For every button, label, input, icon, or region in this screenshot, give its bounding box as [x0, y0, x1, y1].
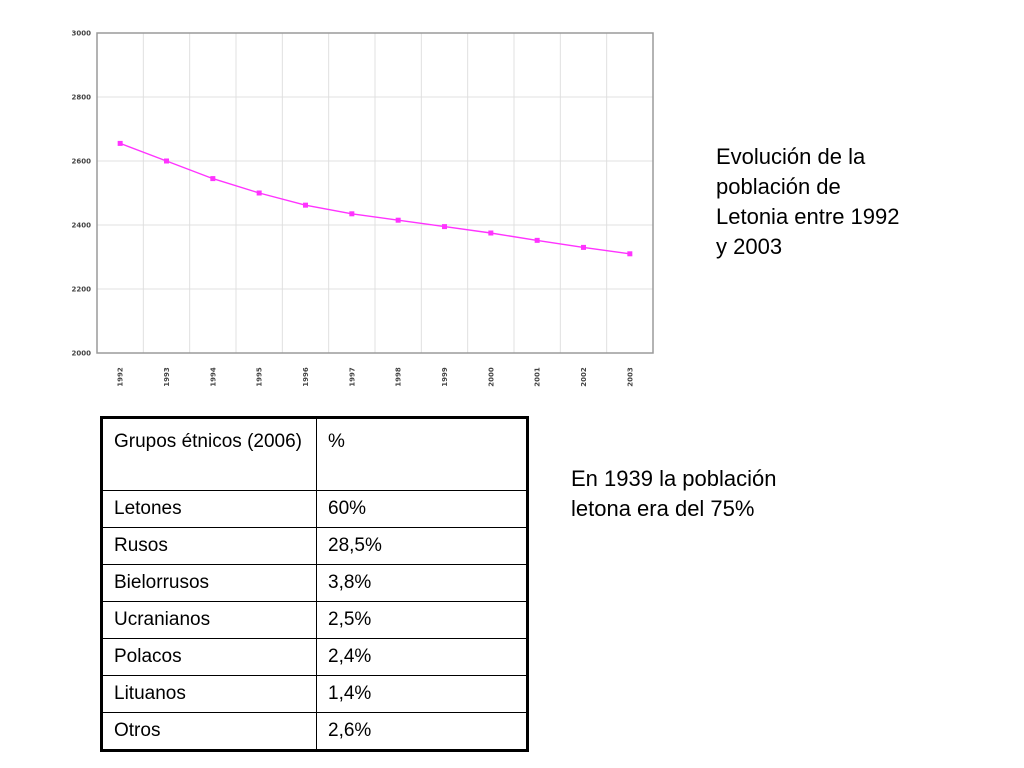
y-tick-label: 2600: [72, 158, 92, 166]
data-point: [164, 158, 169, 164]
population-line-chart: 2000 2200 2400 2600 2800 3000 1992 1993 1994 1995…: [72, 30, 654, 387]
table-cell-group: Lituanos: [101, 675, 317, 713]
table-cell-group: Bielorrusos: [101, 564, 317, 602]
y-tick-label: 2400: [72, 222, 92, 230]
table-header-row: Grupos étnicos (2006) %: [101, 417, 528, 491]
plot-frame: [96, 32, 654, 354]
data-point: [488, 230, 494, 236]
table-cell-percent: 3,8%: [316, 564, 528, 602]
data-point: [395, 217, 401, 223]
table-cell-percent: 1,4%: [316, 675, 528, 713]
table-row: Otros 2,6%: [101, 712, 528, 751]
x-tick-label: 1992: [117, 367, 125, 387]
x-tick-label: 2002: [580, 367, 588, 387]
table-cell-percent: 2,6%: [316, 712, 528, 751]
data-point: [627, 251, 633, 257]
table-cell-group: Letones: [101, 490, 317, 528]
table-header-cell: %: [316, 417, 528, 491]
y-tick-label: 2200: [72, 286, 92, 294]
table-cell-percent: 2,4%: [316, 638, 528, 676]
x-tick-label: 2000: [487, 367, 495, 387]
table-cell-percent: 28,5%: [316, 527, 528, 565]
x-tick-label: 1996: [302, 367, 310, 387]
data-point: [442, 224, 447, 230]
table-cell-group: Otros: [101, 712, 317, 751]
data-point: [256, 190, 262, 196]
x-tick-label: 1997: [348, 367, 356, 387]
chart-caption: Evolución de la población de Letonia ent…: [716, 144, 900, 259]
x-tick-label: 1995: [256, 367, 264, 387]
y-tick-label: 2800: [72, 94, 92, 102]
data-point: [581, 244, 586, 250]
x-tick-label: 1998: [395, 367, 403, 387]
x-tick-label: 2001: [534, 367, 542, 387]
data-point: [349, 211, 355, 217]
table-cell-group: Polacos: [101, 638, 317, 676]
table-row: Bielorrusos 3,8%: [101, 564, 528, 602]
table-cell-percent: 60%: [316, 490, 528, 528]
table-cell-group: Ucranianos: [101, 601, 317, 639]
y-tick-label: 3000: [72, 30, 92, 38]
table-cell-group: Rusos: [101, 527, 317, 565]
table-header-cell: Grupos étnicos (2006): [101, 417, 317, 491]
x-tick-label: 1999: [441, 367, 449, 387]
series-line: [119, 142, 630, 255]
table-row: Ucranianos 2,5%: [101, 601, 528, 639]
data-point: [303, 202, 308, 208]
data-point: [117, 140, 123, 146]
table-row: Polacos 2,4%: [101, 638, 528, 676]
x-tick-label: 2003: [626, 367, 634, 387]
x-tick-label: 1994: [209, 367, 217, 387]
ethnic-groups-table: Grupos étnicos (2006) % Letones 60% Ruso…: [100, 416, 529, 752]
table-row: Rusos 28,5%: [101, 527, 528, 565]
data-point: [210, 176, 216, 182]
table-cell-percent: 2,5%: [316, 601, 528, 639]
table-row: Letones 60%: [101, 490, 528, 528]
x-tick-label: 1993: [163, 367, 171, 387]
table-row: Lituanos 1,4%: [101, 675, 528, 713]
y-tick-label: 2000: [72, 350, 92, 358]
data-point: [534, 237, 540, 243]
note-text: En 1939 la población letona era del 75%: [571, 466, 777, 521]
